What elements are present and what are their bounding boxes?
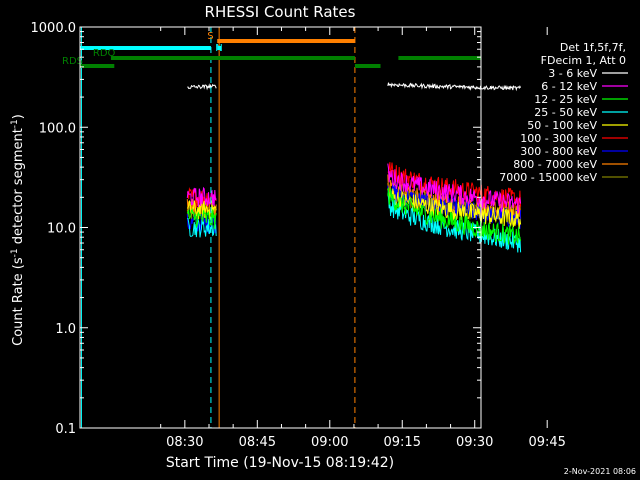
plot-area: SN RDO RDS bbox=[62, 27, 522, 428]
y-axis-label-close: ) bbox=[11, 114, 26, 119]
x-tick-label: 09:30 bbox=[456, 435, 493, 450]
y-axis-label: Count Rate (s-1 detector segment-1) bbox=[10, 114, 26, 346]
y-tick-label: 1.0 bbox=[55, 322, 76, 337]
y-axis: 0.1 1.0 10.0 100.0 1000.0 bbox=[31, 21, 481, 437]
x-tick-label: 09:15 bbox=[384, 435, 421, 450]
legend-entry-label: 7000 - 15000 keV bbox=[499, 171, 597, 184]
legend-entry-label: 100 - 300 keV bbox=[520, 132, 597, 145]
y-axis-label-sup: -1 bbox=[10, 248, 20, 257]
chart-title: RHESSI Count Rates bbox=[205, 3, 356, 21]
y-tick-label: 0.1 bbox=[55, 422, 76, 437]
flag-label: RDO bbox=[93, 48, 116, 59]
legend-entry-label: 300 - 800 keV bbox=[520, 145, 597, 158]
x-axis: 08:30 08:45 09:00 09:15 09:30 09:45 bbox=[160, 27, 566, 450]
series-line-seg1 bbox=[186, 208, 217, 230]
y-tick-label: 10.0 bbox=[47, 222, 76, 237]
legend-header: Det 1f,5f,7f, bbox=[560, 41, 626, 54]
flag-label: S bbox=[207, 31, 213, 42]
legend-entry-label: 6 - 12 keV bbox=[541, 80, 597, 93]
series-line-seg2 bbox=[387, 82, 522, 92]
legend-entry-label: 25 - 50 keV bbox=[534, 106, 597, 119]
footer-timestamp: 2-Nov-2021 08:06 bbox=[564, 467, 636, 476]
legend-entry-label: 50 - 100 keV bbox=[527, 119, 597, 132]
flag-label: N bbox=[215, 43, 222, 54]
legend-entry-label: 12 - 25 keV bbox=[534, 93, 597, 106]
series-line-seg2 bbox=[387, 188, 522, 229]
x-tick-label: 08:30 bbox=[166, 435, 203, 450]
series-line-seg2 bbox=[387, 187, 522, 245]
y-axis-label-sup2: -1 bbox=[10, 119, 20, 128]
x-tick-label: 09:45 bbox=[528, 435, 565, 450]
legend-entry-label: 800 - 7000 keV bbox=[513, 158, 597, 171]
legend-header: FDecim 1, Att 0 bbox=[541, 54, 626, 67]
flag-label: RDS bbox=[62, 56, 83, 67]
series-line-seg2 bbox=[387, 163, 522, 215]
y-axis-label-tail: detector segment bbox=[11, 128, 26, 248]
y-tick-label: 1000.0 bbox=[31, 21, 77, 36]
x-axis-label: Start Time (19-Nov-15 08:19:42) bbox=[166, 455, 394, 471]
legend-entry-label: 3 - 6 keV bbox=[548, 67, 597, 80]
x-tick-label: 08:45 bbox=[239, 435, 276, 450]
y-axis-label-main: Count Rate (s bbox=[11, 257, 26, 346]
x-tick-label: 09:00 bbox=[311, 435, 348, 450]
y-tick-label: 100.0 bbox=[39, 121, 76, 136]
